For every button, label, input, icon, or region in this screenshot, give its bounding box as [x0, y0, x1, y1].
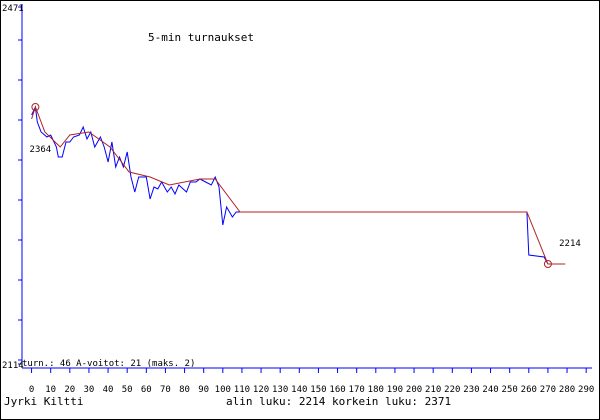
x-tick-label: 290: [578, 385, 594, 395]
x-tick-label: 220: [444, 385, 460, 395]
player-name: Jyrki Kiltti: [4, 395, 83, 408]
x-tick-label: 90: [198, 385, 209, 395]
annotation: 2364: [30, 145, 52, 155]
x-tick-label: 280: [559, 385, 575, 395]
x-tick-label: 140: [291, 385, 307, 395]
x-tick-label: 230: [463, 385, 479, 395]
x-tick-label: 80: [179, 385, 190, 395]
series-line: [31, 105, 566, 265]
summary: alin luku: 2214 korkein luku: 2371: [226, 395, 451, 408]
series-line: [31, 105, 566, 265]
x-tick-label: 250: [502, 385, 518, 395]
x-tick-label: 30: [84, 385, 95, 395]
x-tick-label: 270: [540, 385, 556, 395]
extreme-marker: [31, 103, 40, 111]
x-tick-label: 180: [368, 385, 384, 395]
x-tick-label: 10: [45, 385, 56, 395]
x-tick-label: 170: [349, 385, 365, 395]
x-tick-label: 190: [387, 385, 403, 395]
x-tick-label: 240: [482, 385, 498, 395]
x-tick-label: 100: [215, 385, 231, 395]
y-tick-label: 2114: [2, 361, 24, 371]
x-tick-label: 130: [272, 385, 288, 395]
x-tick-label: 200: [406, 385, 422, 395]
chart-title: 5-min turnaukset: [148, 31, 254, 44]
x-tick-label: 50: [122, 385, 133, 395]
x-tick-label: 160: [329, 385, 345, 395]
x-tick-label: 150: [310, 385, 326, 395]
x-tick-label: 110: [234, 385, 250, 395]
x-tick-label: 40: [103, 385, 114, 395]
x-tick-label: 60: [141, 385, 152, 395]
annotation: 2214: [559, 239, 581, 249]
x-tick-label: 20: [64, 385, 75, 395]
extreme-marker: [543, 260, 552, 268]
x-tick-label: 120: [253, 385, 269, 395]
info: turn.: 46 A-voitot: 21 (maks. 2): [22, 359, 195, 369]
x-tick-label: 210: [425, 385, 441, 395]
x-tick-label: 70: [160, 385, 171, 395]
x-tick-label: 0: [29, 385, 34, 395]
x-tick-label: 260: [521, 385, 537, 395]
y-tick-label: 2471: [2, 4, 24, 14]
